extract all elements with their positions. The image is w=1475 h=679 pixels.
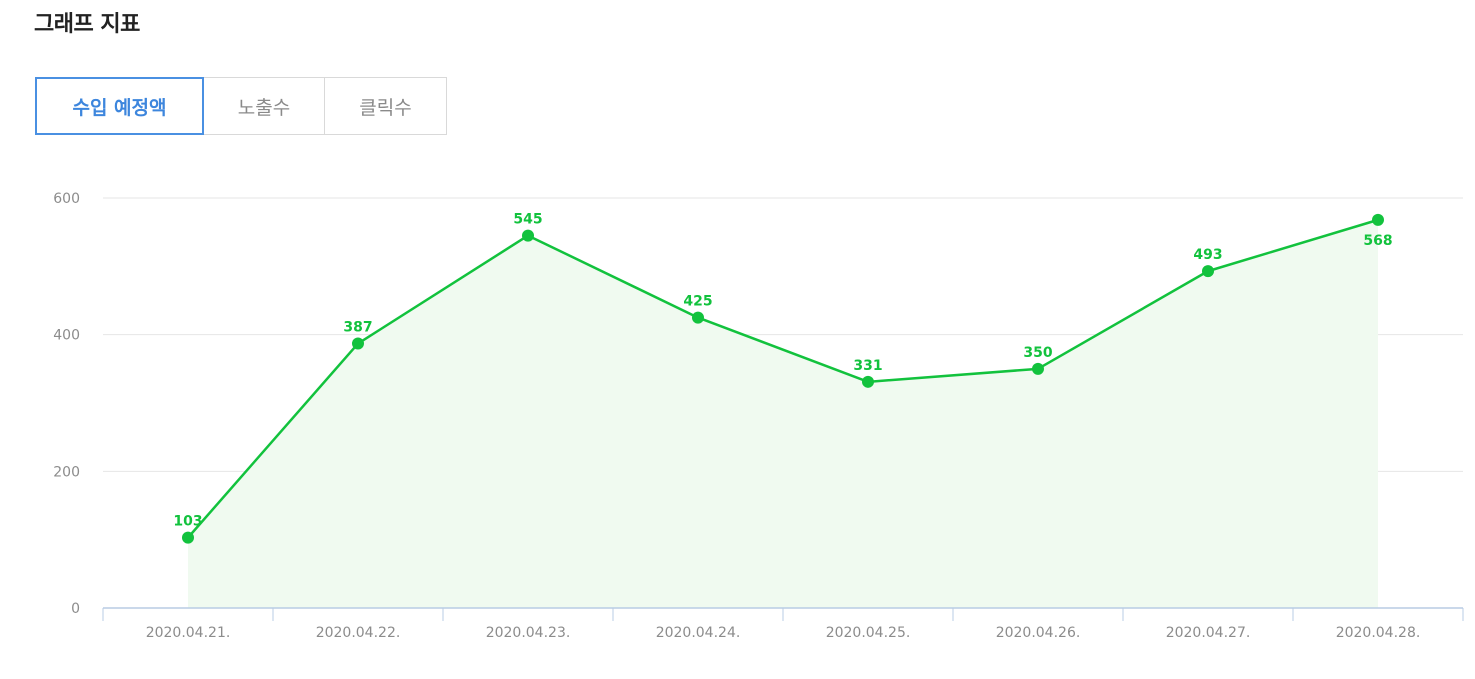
data-label: 545 (513, 212, 542, 228)
x-tick-label: 2020.04.27. (1166, 625, 1251, 641)
series-area (188, 219, 1378, 608)
series-line (187, 218, 1379, 539)
data-label: 331 (853, 358, 882, 374)
data-point (352, 337, 364, 350)
x-tick-label: 2020.04.21. (146, 625, 231, 641)
x-tick-label: 2020.04.23. (486, 625, 571, 641)
x-tick-label: 2020.04.26. (996, 625, 1081, 641)
y-tick-label: 600 (53, 191, 80, 207)
data-label: 350 (1023, 345, 1052, 361)
data-label: 425 (683, 294, 712, 310)
data-label: 568 (1363, 233, 1392, 249)
y-tick-label: 400 (53, 328, 80, 344)
data-point (1202, 265, 1214, 278)
metric-tabs: 수입 예정액 노출수 클릭수 (35, 77, 447, 135)
y-tick-label: 0 (71, 601, 80, 617)
x-tick-label: 2020.04.22. (316, 625, 401, 641)
data-label: 103 (173, 514, 202, 530)
data-label: 387 (343, 320, 372, 336)
x-tick-label: 2020.04.25. (826, 625, 911, 641)
data-point (1032, 362, 1044, 375)
page-title: 그래프 지표 (34, 12, 140, 37)
data-point (1372, 213, 1384, 226)
x-tick-label: 2020.04.24. (656, 625, 741, 641)
data-label: 493 (1193, 247, 1222, 263)
y-tick-label: 200 (53, 464, 80, 480)
x-tick-label: 2020.04.28. (1336, 625, 1421, 641)
tab-expected-revenue[interactable]: 수입 예정액 (35, 77, 204, 135)
data-point (182, 531, 194, 544)
tab-clicks[interactable]: 클릭수 (324, 77, 447, 135)
data-point (862, 375, 874, 388)
data-point (522, 229, 534, 242)
data-point (692, 311, 704, 324)
